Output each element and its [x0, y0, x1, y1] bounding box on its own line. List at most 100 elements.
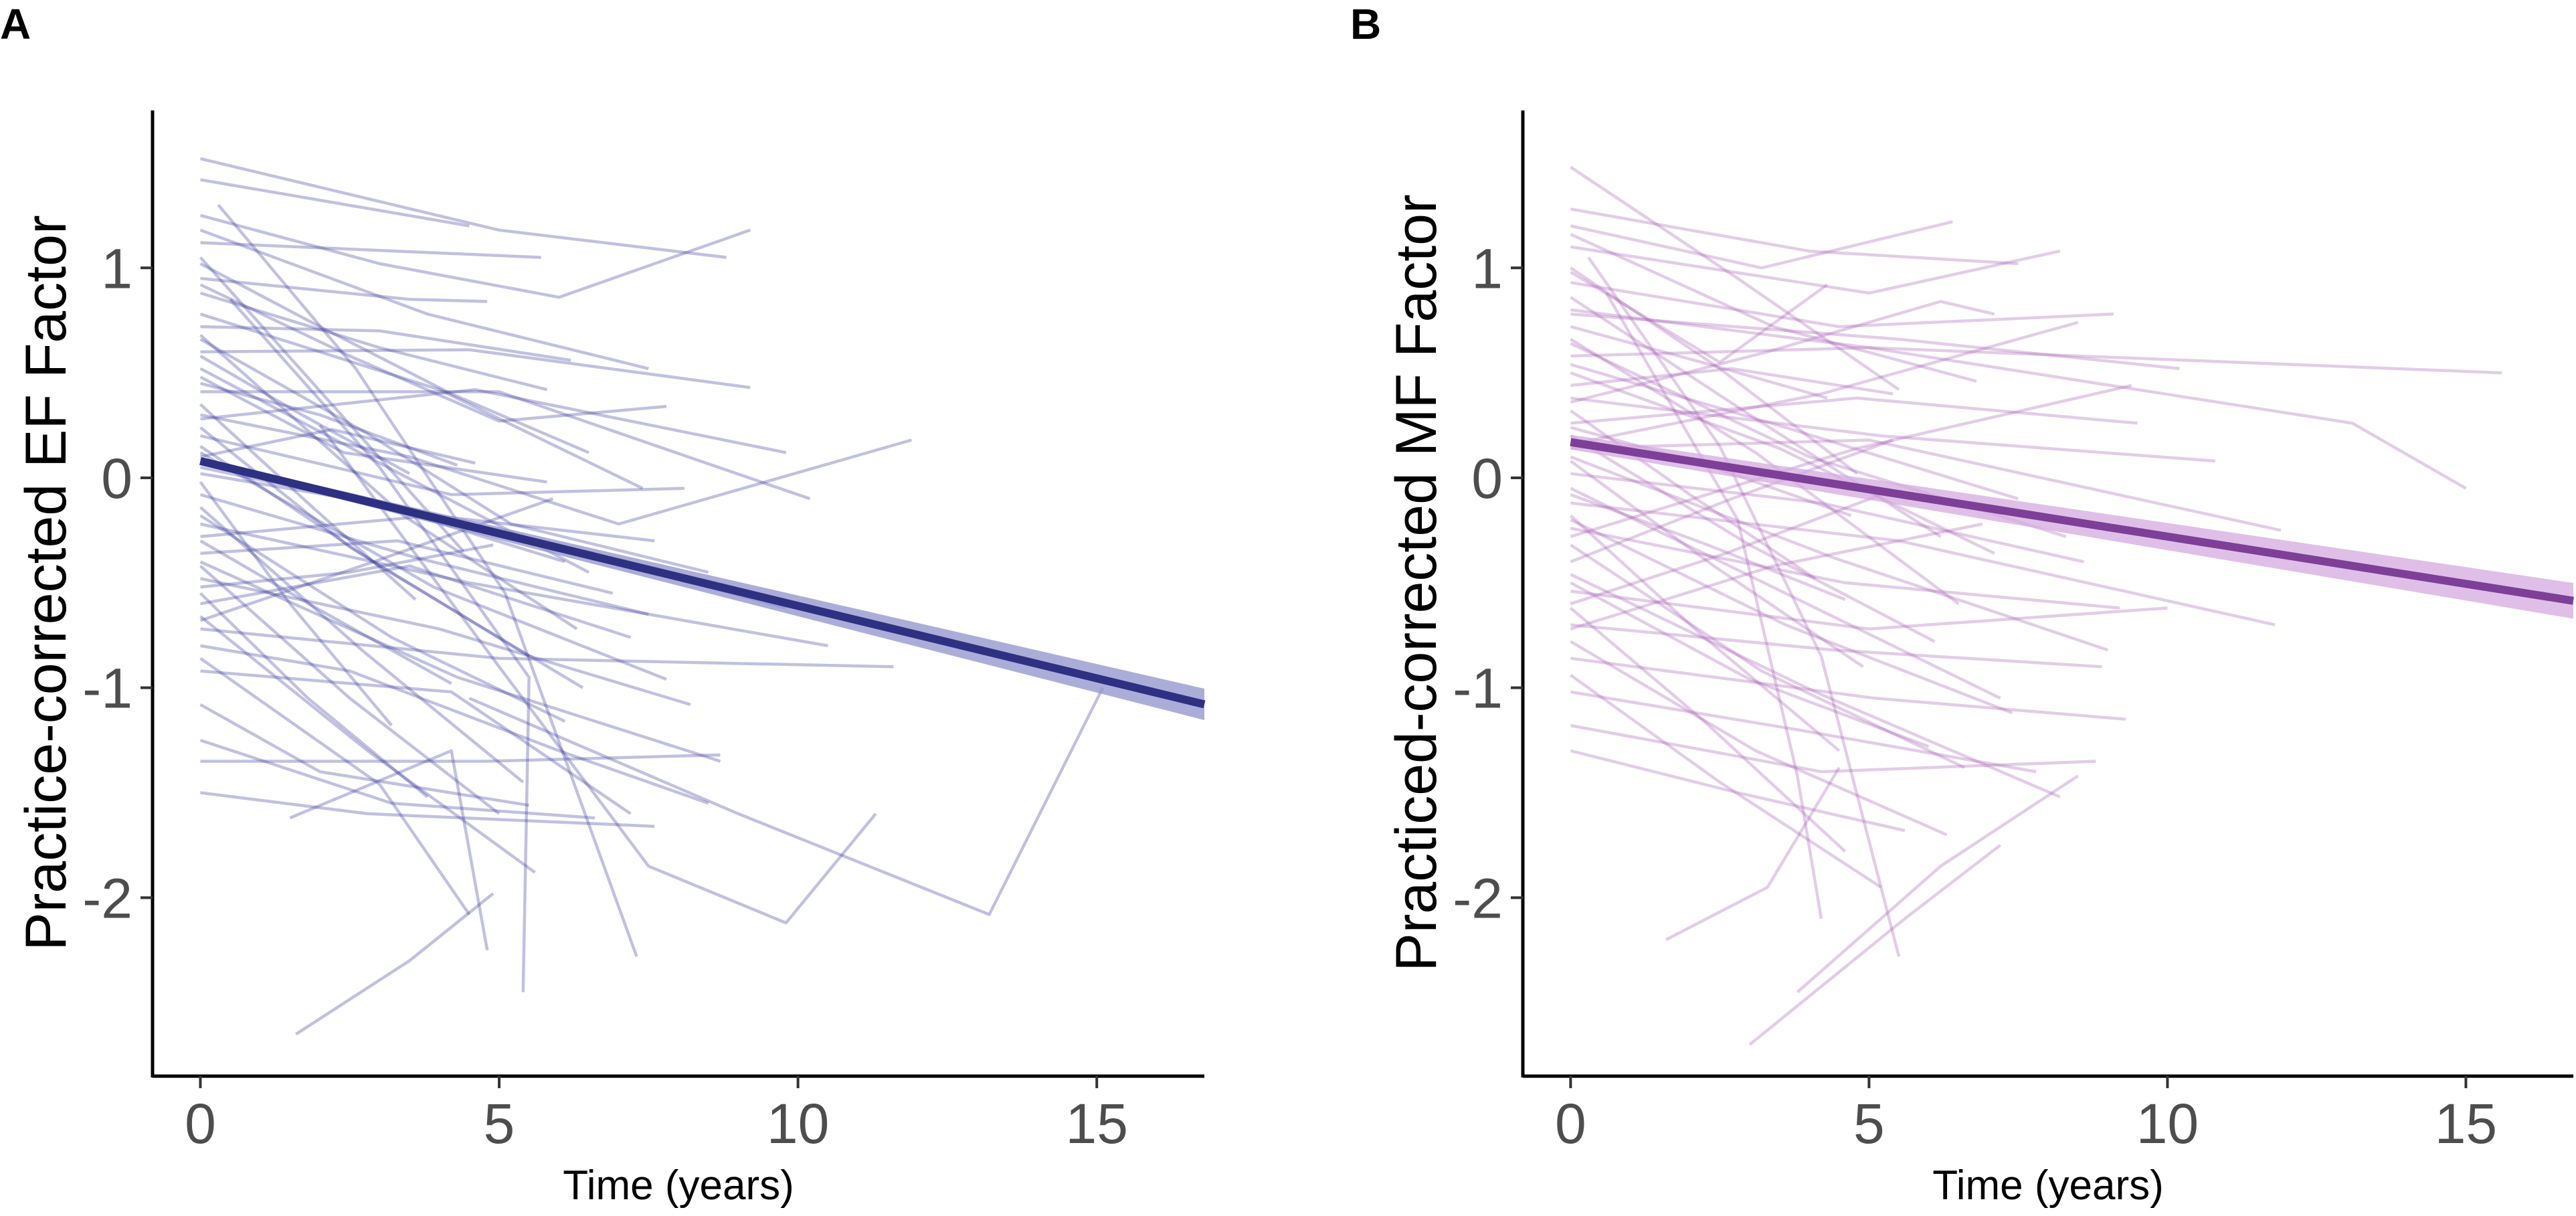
- trajectory-a-1: [199, 157, 727, 259]
- trajectory-a-47: [199, 291, 548, 392]
- y-tick-label-a-2: -1: [82, 657, 132, 720]
- axes-b: [1521, 110, 2573, 1078]
- trajectory-b-26: [1570, 438, 1894, 563]
- trajectory-a-18: [199, 434, 684, 497]
- trajectory-a-46: [468, 687, 1105, 916]
- trajectory-a-57: [199, 228, 649, 370]
- trajectory-a-5: [199, 262, 589, 454]
- trajectory-b-13: [1570, 367, 1894, 396]
- trajectory-a-59: [199, 451, 667, 681]
- trajectory-b-4: [1570, 245, 2061, 295]
- trajectory-a-58: [199, 355, 411, 475]
- fit-a: [199, 457, 1206, 720]
- trajectory-b-23: [1569, 514, 1841, 752]
- trajectory-b-2: [1570, 207, 2019, 266]
- trajectory-b-22: [1570, 501, 2276, 626]
- axes-a: [151, 110, 1204, 1078]
- trajectory-b-16: [1570, 396, 2138, 425]
- x-tick-label-a-0: 0: [185, 1092, 216, 1155]
- trajectory-a-13: [199, 381, 458, 467]
- fit-line-a: [199, 457, 1206, 709]
- trajectory-b-43: [1570, 337, 1960, 606]
- fit-b: [1570, 434, 2574, 619]
- trajectory-b-11: [1570, 346, 2502, 375]
- trajectory-b-50: [1570, 308, 2467, 490]
- trajectory-a-11: [200, 348, 751, 389]
- y-axis-title-a: Practice-corrected EF Factor: [14, 215, 78, 950]
- trajectory-b-56: [1570, 455, 2108, 652]
- trajectory-a-6: [200, 276, 488, 303]
- y-tick-label-b-3: -2: [1453, 867, 1503, 930]
- y-tick-label-b-0: 1: [1471, 237, 1503, 300]
- individual-trajectories-a: [199, 157, 1105, 1036]
- trajectory-a-54: [200, 387, 787, 454]
- x-axis-title-b: Time (years): [1932, 1162, 2164, 1209]
- trajectory-a-26: [199, 539, 452, 685]
- trajectory-a-8: [199, 313, 644, 490]
- x-tick-label-b-15: 15: [2435, 1092, 2497, 1155]
- trajectory-b-48: [1570, 581, 1930, 748]
- trajectory-a-37: [199, 703, 530, 807]
- trajectory-b-12: [1570, 371, 1995, 555]
- trajectory-b-17: [1570, 434, 1936, 643]
- trajectory-a-3: [199, 213, 751, 299]
- x-tick-label-a-5: 5: [484, 1092, 515, 1155]
- trajectory-a-10: [199, 337, 709, 574]
- trajectory-b-47: [1570, 383, 2132, 538]
- trajectory-a-42: [229, 298, 531, 992]
- trajectory-a-27: [200, 539, 614, 595]
- trajectory-b-45: [1570, 321, 2079, 446]
- trajectory-a-60: [199, 560, 721, 763]
- trajectory-a-28: [199, 565, 500, 815]
- trajectory-b-5: [1570, 266, 1858, 475]
- trajectory-a-24: [199, 506, 525, 784]
- trajectory-a-2: [200, 178, 470, 228]
- trajectory-a-45: [318, 424, 877, 925]
- trajectory-b-20: [1570, 472, 2084, 563]
- trajectory-a-30: [199, 592, 429, 798]
- x-tick-label-a-10: 10: [767, 1092, 829, 1155]
- trajectory-a-20: [200, 428, 476, 465]
- trajectory-a-44: [295, 892, 494, 1036]
- trajectory-b-28: [1570, 590, 2168, 631]
- individual-trajectories-b: [1569, 165, 2502, 1046]
- trajectory-a-51: [200, 543, 494, 589]
- y-tick-label-a-3: -2: [82, 867, 132, 930]
- panel-a: A 0 5 10 15 10-1-2 Time (years) Practice-co…: [0, 0, 1206, 1209]
- trajectory-a-16: [200, 413, 912, 526]
- x-ticks-b: 0 5 10 15: [1555, 1076, 2497, 1155]
- trajectory-a-40: [200, 791, 655, 828]
- trajectory-b-38: [1604, 292, 1823, 920]
- trajectory-b-32: [1570, 657, 2126, 721]
- trajectory-a-41: [217, 203, 638, 957]
- trajectory-a-17: [199, 426, 530, 658]
- x-axis-title-a: Time (years): [563, 1162, 794, 1209]
- y-tick-label-a-0: 1: [101, 237, 132, 300]
- trajectory-a-38: [199, 738, 595, 820]
- trajectory-a-53: [199, 334, 578, 630]
- trajectory-b-54: [1570, 493, 1881, 606]
- y-tick-label-b-2: -1: [1453, 657, 1503, 720]
- panel-b: B 0 5 10 15 10-1-2 Time (years) Practiced-c…: [1350, 0, 2574, 1209]
- trajectory-b-14: [1570, 396, 2215, 463]
- y-ticks-a: 1 0 -1 -2: [82, 237, 153, 930]
- trajectory-a-36: [200, 669, 632, 815]
- trajectory-b-24: [1570, 527, 2120, 610]
- trajectory-b-19: [1570, 460, 1864, 669]
- trajectory-b-33: [1570, 673, 1882, 889]
- trajectory-a-48: [199, 375, 547, 484]
- x-tick-label-a-15: 15: [1066, 1092, 1128, 1155]
- trajectory-b-1: [1570, 165, 1900, 392]
- trajectory-b-15: [1570, 409, 1817, 580]
- trajectory-a-56: [199, 497, 554, 622]
- trajectory-b-36: [1570, 749, 1906, 833]
- trajectory-b-27: [1570, 573, 2061, 798]
- trajectory-b-34: [1570, 690, 2037, 774]
- trajectory-b-21: [1570, 487, 2001, 700]
- panel-label-b: B: [1350, 0, 1381, 48]
- trajectory-b-3: [1570, 220, 1953, 270]
- trajectory-b-51: [1570, 363, 2019, 501]
- trajectory-a-55: [199, 514, 566, 723]
- trajectory-a-4: [200, 241, 541, 259]
